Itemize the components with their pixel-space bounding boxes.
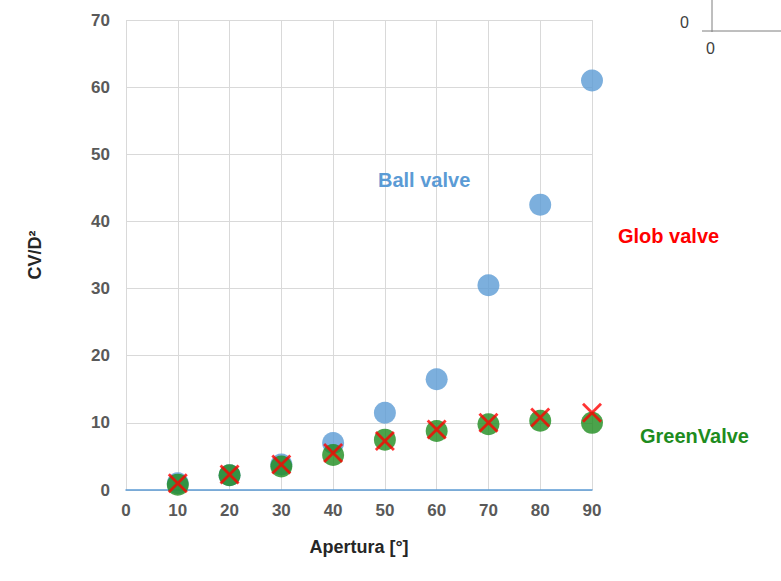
svg-text:10: 10 bbox=[168, 501, 187, 520]
svg-text:Ball valve: Ball valve bbox=[378, 169, 470, 191]
svg-text:30: 30 bbox=[272, 501, 291, 520]
svg-text:0: 0 bbox=[680, 14, 689, 31]
svg-text:0: 0 bbox=[706, 40, 715, 57]
svg-text:90: 90 bbox=[583, 501, 602, 520]
svg-text:20: 20 bbox=[220, 501, 239, 520]
svg-text:CV/D²: CV/D² bbox=[25, 230, 45, 279]
svg-text:80: 80 bbox=[531, 501, 550, 520]
svg-text:40: 40 bbox=[324, 501, 343, 520]
svg-text:0: 0 bbox=[121, 501, 130, 520]
svg-text:40: 40 bbox=[91, 212, 110, 231]
svg-text:60: 60 bbox=[91, 78, 110, 97]
svg-text:50: 50 bbox=[91, 145, 110, 164]
svg-text:30: 30 bbox=[91, 279, 110, 298]
svg-text:GreenValve: GreenValve bbox=[640, 425, 749, 447]
svg-text:70: 70 bbox=[479, 501, 498, 520]
svg-text:0: 0 bbox=[101, 481, 110, 500]
svg-text:50: 50 bbox=[375, 501, 394, 520]
svg-text:60: 60 bbox=[427, 501, 446, 520]
svg-text:10: 10 bbox=[91, 413, 110, 432]
svg-text:Apertura [°]: Apertura [°] bbox=[309, 537, 408, 557]
svg-text:Glob valve: Glob valve bbox=[618, 225, 719, 247]
svg-text:70: 70 bbox=[91, 11, 110, 30]
svg-text:20: 20 bbox=[91, 346, 110, 365]
